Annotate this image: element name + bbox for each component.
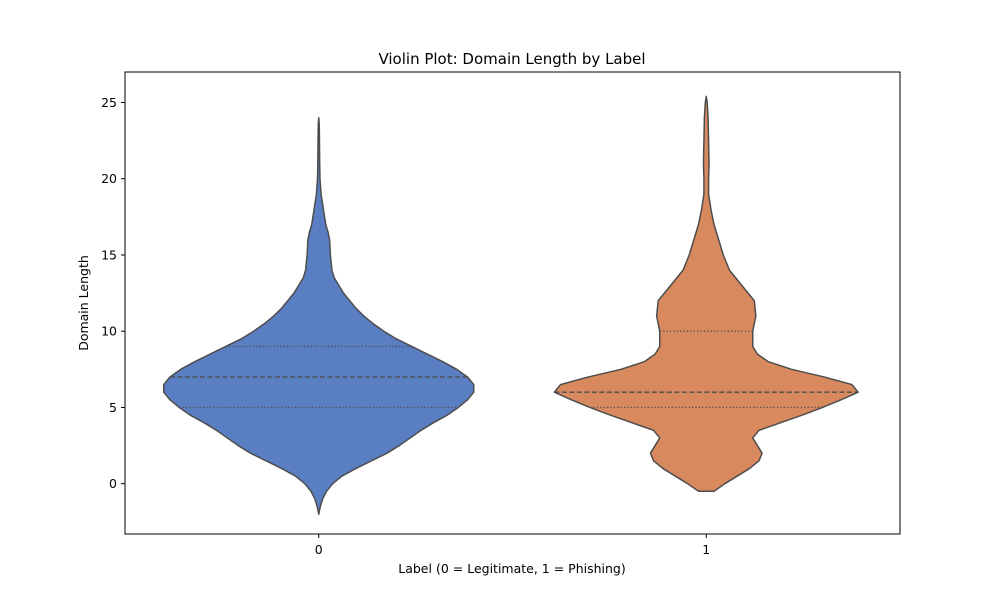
- y-tick-label: 25: [101, 95, 117, 110]
- y-tick-label: 0: [109, 476, 117, 491]
- y-axis-label: Domain Length: [76, 255, 91, 351]
- x-axis-label: Label (0 = Legitimate, 1 = Phishing): [398, 561, 625, 576]
- y-tick-label: 15: [101, 247, 117, 262]
- chart-title: Violin Plot: Domain Length by Label: [378, 50, 645, 68]
- x-tick-label: 1: [702, 542, 710, 557]
- violins-layer: [163, 95, 859, 515]
- violin-0: [163, 116, 475, 515]
- violin-1: [553, 95, 859, 493]
- y-tick-label: 10: [101, 324, 117, 339]
- y-tick-label: 20: [101, 171, 117, 186]
- x-tick-label: 0: [315, 542, 323, 557]
- y-tick-label: 5: [109, 400, 117, 415]
- plot-frame: [124, 71, 901, 535]
- axes-layer: 0 5 10 15 20 25 0 1: [101, 95, 710, 557]
